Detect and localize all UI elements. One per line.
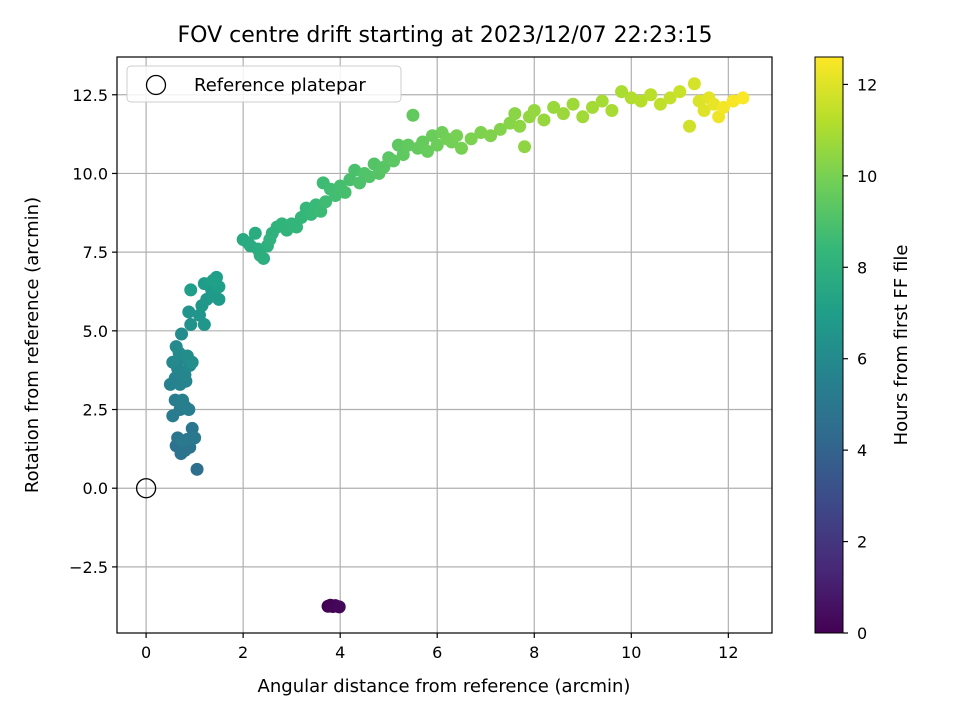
legend: Reference platepar — [126, 65, 402, 103]
legend-entry-reference: Reference platepar — [194, 75, 366, 96]
scatter-point — [547, 100, 561, 114]
scatter-point — [175, 327, 189, 341]
legend-box — [126, 65, 402, 103]
scatter-point — [687, 77, 701, 91]
colorbar-tick-label: 4 — [857, 441, 867, 460]
scatter-points — [163, 77, 750, 614]
x-tick-label: 0 — [141, 643, 151, 662]
x-axis-label: Angular distance from reference (arcmin) — [258, 676, 631, 697]
y-tick-label: 0.0 — [83, 479, 108, 498]
x-axis-ticks: 0 2 4 6 8 10 12 — [141, 633, 739, 662]
colorbar-tick-label: 0 — [857, 624, 867, 643]
scatter-point — [166, 355, 180, 369]
y-tick-label: −2.5 — [69, 558, 108, 577]
scatter-point — [190, 462, 204, 476]
colorbar-tick-label: 2 — [857, 533, 867, 552]
scatter-point — [450, 129, 464, 143]
scatter-point — [716, 100, 730, 114]
scatter-point — [454, 141, 468, 155]
scatter-point — [182, 305, 196, 319]
x-tick-label: 8 — [529, 643, 539, 662]
reference-marker-layer — [135, 478, 157, 499]
scatter-point — [338, 185, 352, 199]
scatter-point — [406, 108, 420, 122]
colorbar-ticks: 0 2 4 6 8 10 12 — [843, 75, 877, 643]
scatter-point — [595, 94, 609, 108]
x-tick-label: 6 — [432, 643, 442, 662]
x-tick-label: 2 — [238, 643, 248, 662]
colorbar-tick-label: 6 — [857, 350, 867, 369]
scatter-point — [212, 292, 226, 306]
plot-frame — [116, 56, 773, 634]
colorbar-tick-label: 10 — [857, 167, 877, 186]
scatter-point — [566, 97, 580, 111]
y-axis-label: Rotation from reference (arcmin) — [22, 197, 43, 493]
scatter-point — [176, 393, 189, 407]
colorbar-tick-label: 8 — [857, 258, 867, 277]
legend-reference-marker — [145, 74, 167, 96]
y-axis-ticks: −2.5 0.0 2.5 5.0 7.5 10.0 12.5 — [69, 86, 117, 577]
scatter-point — [184, 318, 198, 332]
scatter-point — [387, 154, 401, 168]
scatter-point — [537, 113, 551, 127]
scatter-point — [634, 94, 648, 108]
scatter-point — [430, 138, 444, 152]
scatter-point — [556, 107, 570, 121]
scatter-point — [493, 122, 507, 136]
scatter-point — [673, 85, 687, 99]
scatter-point — [653, 97, 667, 111]
scatter-point — [484, 129, 498, 143]
x-tick-label: 10 — [621, 643, 641, 662]
scatter-point — [188, 431, 202, 445]
scatter-point — [585, 100, 599, 114]
y-tick-label: 2.5 — [83, 401, 108, 420]
scatter-point — [184, 283, 198, 297]
x-tick-label: 4 — [335, 643, 345, 662]
scatter-point — [421, 144, 435, 158]
scatter-point — [518, 140, 532, 154]
grid-lines — [117, 57, 772, 633]
x-tick-label: 12 — [718, 643, 738, 662]
scatter-point — [508, 107, 522, 121]
colorbar-label: Hours from first FF file — [891, 245, 912, 446]
colorbar-tick-label: 12 — [857, 75, 877, 94]
scatter-point — [257, 251, 271, 265]
scatter-point — [683, 119, 697, 133]
scatter-point — [182, 403, 196, 417]
scatter-point — [605, 104, 619, 118]
scatter-point — [197, 318, 211, 332]
y-tick-label: 12.5 — [72, 86, 108, 105]
chart-title: FOV centre drift starting at 2023/12/07 … — [178, 23, 713, 48]
scatter-point — [263, 233, 277, 247]
scatter-point — [644, 88, 658, 102]
scatter-point — [527, 104, 541, 118]
reference-platepar-marker — [135, 478, 157, 499]
scatter-point — [663, 91, 677, 105]
scatter-point — [615, 85, 629, 99]
y-tick-label: 10.0 — [72, 164, 108, 183]
scatter-point — [697, 104, 711, 118]
scatter-point — [319, 195, 333, 209]
scatter-point — [332, 600, 346, 614]
scatter-point — [176, 434, 189, 448]
scatter-point — [248, 226, 262, 240]
y-tick-label: 5.0 — [83, 322, 108, 341]
scatter-point — [736, 91, 750, 105]
scatter-point — [576, 110, 590, 124]
y-tick-label: 7.5 — [83, 243, 108, 262]
colorbar — [814, 56, 844, 634]
scatter-point — [185, 355, 199, 369]
scatter-point — [513, 119, 527, 133]
scatter-point — [464, 132, 478, 146]
scatter-point — [206, 273, 220, 287]
